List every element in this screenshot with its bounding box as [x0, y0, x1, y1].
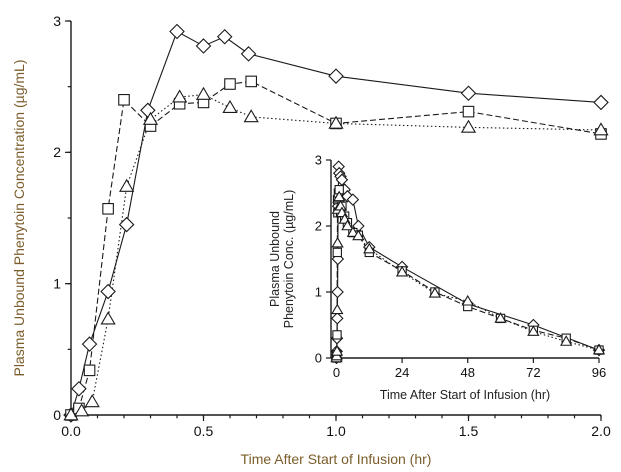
series-3-point	[222, 99, 238, 114]
series-1-point	[169, 23, 185, 40]
y-axis-label: Phenytoin Conc. (µg/mL)	[282, 190, 296, 329]
x-axis-label: Time After Start of Infusion (hr)	[380, 388, 550, 402]
series-3-point	[333, 190, 346, 202]
series-3-point	[119, 178, 135, 192]
y-tick-label: 1	[53, 276, 61, 292]
y-tick-label: 2	[53, 144, 61, 160]
x-tick-label: 72	[526, 365, 540, 380]
series-1-point	[140, 102, 156, 119]
series-1-point	[195, 38, 212, 54]
series-1-point	[346, 193, 360, 206]
x-tick-label: 1.0	[326, 423, 346, 439]
series-1-point	[71, 380, 87, 397]
x-tick-label: 1.5	[459, 423, 479, 439]
y-tick-label: 2	[315, 219, 322, 234]
y-tick-label: 3	[315, 153, 322, 168]
y-tick-label: 3	[53, 13, 61, 29]
x-tick-label: 48	[461, 365, 475, 380]
series-3-point	[84, 394, 100, 408]
series-3-point	[331, 303, 344, 315]
series-2-point	[462, 105, 475, 118]
y-axis-label: Plasma Unbound Phenytoin Concentration (…	[11, 59, 27, 376]
x-tick-label: 0.0	[61, 423, 81, 439]
series-1-point	[460, 85, 477, 102]
series-3-point	[461, 294, 474, 306]
series-2-point	[245, 75, 257, 88]
series-3-point	[330, 345, 344, 356]
main-plot: 0.0 0.5 1.0 1.5 2.0 0 1 2 3 Time After Start of I…	[11, 13, 611, 467]
inset-background	[267, 152, 613, 404]
series-2-point	[332, 247, 342, 258]
series-3-point	[592, 343, 606, 355]
series-3-point	[63, 407, 79, 421]
inset-plot: 0 24 48 72 96 0 1 2 3 Time After Start of Infusio…	[267, 152, 613, 404]
series-1-point	[118, 216, 135, 233]
series-3-point	[73, 403, 90, 417]
x-tick-label: 0	[333, 365, 340, 380]
x-axis-label: Time After Start of Infusion (hr)	[241, 451, 432, 467]
series-3-point	[395, 265, 409, 277]
y-tick-label: 0	[315, 351, 322, 366]
series-3-point	[460, 119, 477, 133]
series-3-point	[328, 115, 344, 129]
series-3-point	[363, 242, 376, 254]
series-3-point	[195, 86, 212, 100]
series-2-point	[102, 203, 114, 215]
series-1-point	[328, 68, 344, 84]
series-3-point	[428, 287, 442, 298]
series-3-point	[341, 219, 354, 231]
series-1-point	[100, 283, 116, 300]
x-tick-label: 0.5	[194, 423, 214, 439]
x-tick-label: 24	[395, 365, 409, 380]
x-tick-label: 2.0	[591, 423, 611, 439]
series-3-point	[352, 229, 365, 241]
series-3-point	[494, 312, 507, 323]
series-3-point	[346, 226, 360, 237]
y-tick-label: 1	[315, 285, 322, 300]
series-2-point	[332, 330, 342, 340]
series-1-point	[81, 336, 98, 352]
series-3-point	[527, 325, 540, 336]
series-3-point	[142, 111, 159, 125]
series-3-point	[172, 89, 188, 103]
x-tick-label: 96	[592, 365, 606, 380]
series-2-point	[118, 94, 130, 106]
series-3-point	[243, 109, 259, 123]
series-2-point	[83, 364, 96, 377]
series-1-point	[593, 94, 609, 111]
series-3-point	[593, 122, 609, 136]
series-1-point	[216, 28, 233, 45]
y-axis-label: Plasma Unbound	[268, 211, 282, 307]
series-3-point	[331, 236, 344, 248]
series-1-point	[240, 46, 257, 62]
y-tick-label: 0	[53, 407, 61, 423]
series-1-point	[331, 285, 344, 299]
series-1-point	[331, 312, 344, 325]
series-2-point	[224, 78, 236, 90]
series-3-point	[560, 335, 573, 346]
series-3-point	[100, 311, 116, 325]
